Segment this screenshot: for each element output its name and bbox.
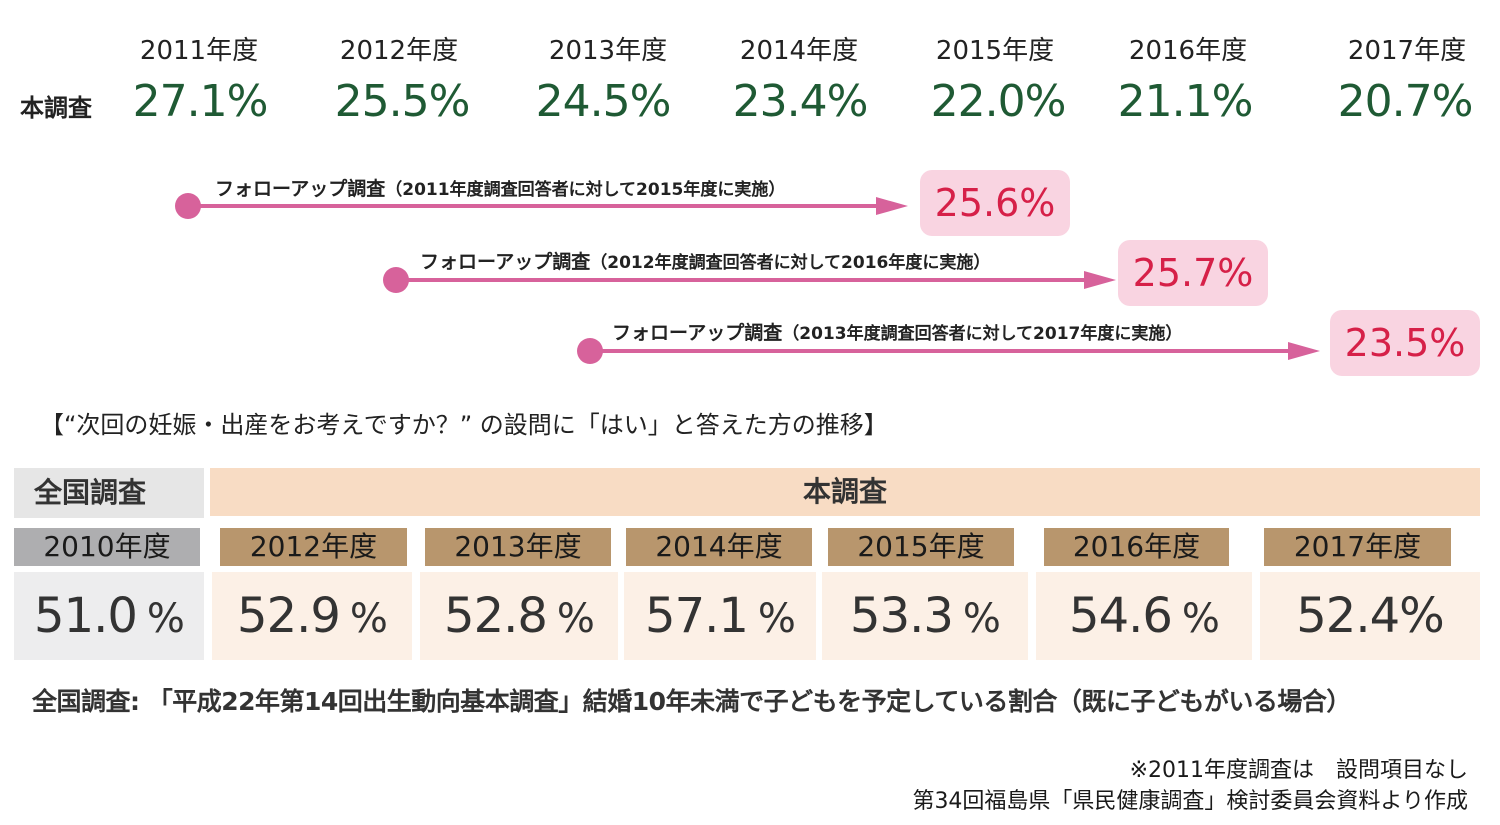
main-value-2012: 52.9% — [212, 572, 412, 660]
arrow-line — [396, 278, 1086, 282]
national-year: 2010年度 — [14, 528, 200, 566]
chart-caption: 【“次回の妊娠・出産をお考えですか？” の設問に「はい」と答えた方の推移】 — [40, 411, 888, 439]
main-survey-row-label: 本調査 — [20, 94, 92, 122]
follow-up-value: 23.5% — [1330, 310, 1480, 376]
main-year-2015: 2015年度 — [828, 528, 1014, 566]
main-year-2014: 2014年度 — [626, 528, 812, 566]
national-survey-header: 全国調査 — [14, 468, 204, 518]
national-source-note: 全国調査: 「平成22年第14回出生動向基本調査」結婚10年未満で子どもを予定し… — [32, 687, 1351, 716]
arrow-head-icon — [876, 197, 908, 215]
main-value-2015: 53.3% — [822, 572, 1028, 660]
top-value-2011: 27.1% — [132, 76, 269, 127]
top-value-2013: 24.5% — [535, 76, 672, 127]
source-note: 第34回福島県「県民健康調査」検討委員会資料より作成 — [912, 789, 1468, 814]
follow-up-value: 25.7% — [1118, 240, 1268, 306]
main-value-2014: 57.1% — [624, 572, 816, 660]
top-year-2013: 2013年度 — [548, 36, 668, 66]
main-value-2017: 52.4% — [1260, 572, 1480, 660]
main-year-2012: 2012年度 — [220, 528, 407, 566]
footnote-no-question: ※2011年度調査は 設問項目なし — [1129, 758, 1468, 783]
follow-up-label: フォローアップ調査（2013年度調査回答者に対して2017年度に実施） — [612, 322, 1183, 344]
top-value-2017: 20.7% — [1337, 76, 1474, 127]
main-year-2016: 2016年度 — [1044, 528, 1229, 566]
main-value-2016: 54.6% — [1036, 572, 1252, 660]
top-value-2014: 23.4% — [732, 76, 869, 127]
top-year-2011: 2011年度 — [139, 36, 259, 66]
arrow-head-icon — [1084, 271, 1116, 289]
arrow-line — [590, 349, 1290, 353]
top-year-2012: 2012年度 — [339, 36, 459, 66]
top-value-2012: 25.5% — [334, 76, 471, 127]
national-value: 51.0% — [14, 572, 204, 660]
top-year-2017: 2017年度 — [1347, 36, 1467, 66]
top-year-2016: 2016年度 — [1128, 36, 1248, 66]
arrow-head-icon — [1288, 342, 1320, 360]
top-value-2016: 21.1% — [1117, 76, 1254, 127]
follow-up-value: 25.6% — [920, 170, 1070, 236]
top-value-2015: 22.0% — [930, 76, 1067, 127]
main-value-2013: 52.8% — [420, 572, 618, 660]
top-year-2014: 2014年度 — [739, 36, 859, 66]
arrow-line — [188, 204, 878, 208]
main-survey-header: 本調査 — [210, 468, 1480, 516]
follow-up-label: フォローアップ調査（2012年度調査回答者に対して2016年度に実施） — [420, 251, 991, 273]
top-year-2015: 2015年度 — [935, 36, 1055, 66]
main-year-2013: 2013年度 — [425, 528, 611, 566]
follow-up-label: フォローアップ調査（2011年度調査回答者に対して2015年度に実施） — [215, 178, 786, 200]
main-year-2017: 2017年度 — [1264, 528, 1451, 566]
